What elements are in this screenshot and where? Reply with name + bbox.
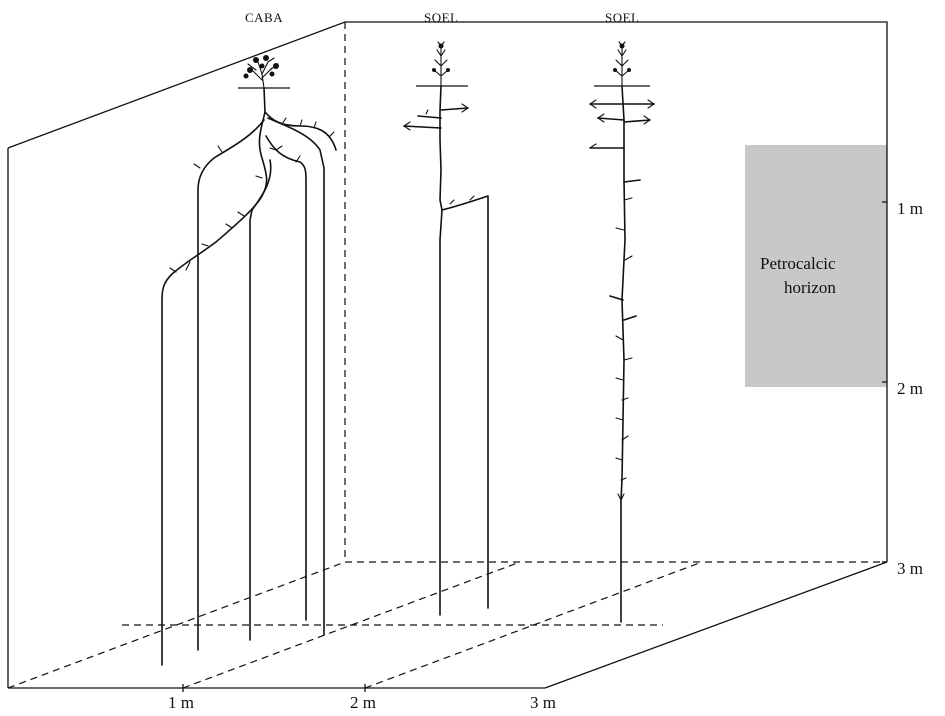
horizon-label-line-2: horizon — [784, 278, 836, 297]
caba-root-system — [161, 87, 337, 666]
soil-box-frame — [7, 21, 888, 689]
plant-label-caba: CABA — [245, 10, 283, 25]
width-label-1m: 1 m — [168, 693, 194, 712]
depth-label-2m: 2 m — [897, 379, 923, 398]
depth-label-1m: 1 m — [897, 199, 923, 218]
soel1-root-system — [403, 85, 489, 616]
horizon-label-line-1: Petrocalcic — [760, 254, 836, 273]
petrocalcic-horizon-block — [745, 145, 887, 387]
caba-shoot-icon — [243, 55, 279, 89]
width-label-3m: 3 m — [530, 693, 556, 712]
width-label-2m: 2 m — [350, 693, 376, 712]
caba-plant: CABA — [161, 10, 337, 666]
width-ticks — [182, 684, 366, 692]
plant-label-soel-1: SOEL — [424, 10, 459, 25]
soel2-shoot-icon — [613, 41, 631, 87]
soel1-shoot-icon — [432, 41, 450, 87]
plant-label-soel-2: SOEL — [605, 10, 640, 25]
soel-plant-1: SOEL — [403, 10, 489, 616]
soel-plant-2: SOEL — [589, 10, 655, 623]
depth-label-3m: 3 m — [897, 559, 923, 578]
depth-ticks — [882, 201, 887, 563]
soel2-root-system — [589, 85, 655, 623]
